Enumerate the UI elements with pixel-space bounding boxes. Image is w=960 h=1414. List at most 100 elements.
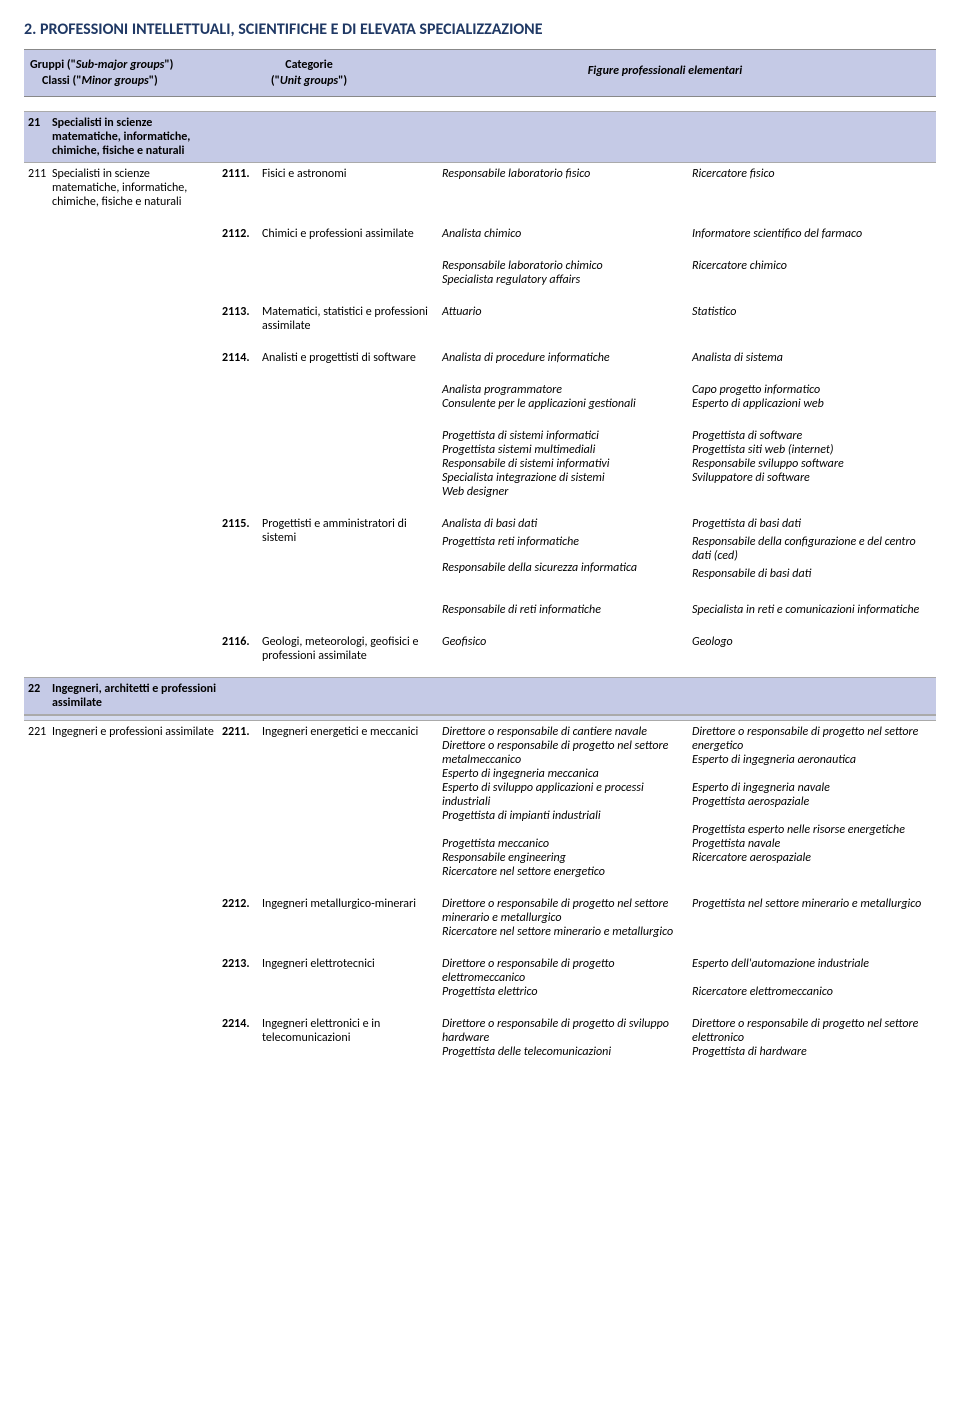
unit-2212-label: Ingegneri metallurgico-minerari	[262, 897, 442, 911]
fig-2111-1: Responsabile laboratorio fisico	[442, 167, 692, 181]
fig-2113-1: Attuario	[442, 305, 692, 319]
unit-2113-code: 2113.	[222, 305, 262, 319]
row-2115-b: Responsabile di reti informatiche Specia…	[24, 599, 936, 617]
fig-2211-r4c2: Progettista aerospaziale	[692, 795, 932, 809]
fig-2213-r2c2: Ricercatore elettromeccanico	[692, 985, 932, 999]
minor-211-label: Specialisti in scienze matematiche, info…	[52, 167, 222, 209]
header-groups-2-em: Minor groups	[81, 74, 148, 88]
fig-2214-r2c1: Progettista delle telecomunicazioni	[442, 1045, 682, 1059]
header-cat-2-suffix: ")	[338, 74, 347, 88]
fig-2211-r5c2: Progettista esperto nelle risorse energe…	[692, 823, 932, 837]
fig-2114-r5c1: Progettista sistemi multimediali	[442, 443, 682, 457]
fig-2114-r3c2: Esperto di applicazioni web	[692, 397, 932, 411]
fig-2115-r2c1: Progettista reti informatiche	[442, 535, 682, 549]
header-groups-1-em: Sub-major groups	[76, 58, 164, 72]
fig-2114-r4c2: Progettista di software	[692, 429, 932, 443]
header-cat-1: Categorie	[224, 58, 394, 72]
header-groups-1-prefix: Gruppi ("	[30, 58, 76, 72]
fig-2212-r2c1: Ricercatore nel settore minerario e meta…	[442, 925, 682, 939]
fig-2114-r6c1: Responsabile di sistemi informativi	[442, 457, 682, 471]
minor-221-label: Ingegneri e professioni assimilate	[52, 725, 222, 739]
unit-2114-code: 2114.	[222, 351, 262, 365]
fig-2211-r3c1: Esperto di ingegneria meccanica	[442, 767, 682, 781]
unit-2115-label: Progettisti e amministratori di sistemi	[262, 517, 442, 545]
fig-2113-2: Statistico	[692, 305, 936, 319]
fig-2212-r1c1: Direttore o responsabile di progetto nel…	[442, 897, 682, 925]
row-2114: 2114. Analisti e progettisti di software…	[24, 347, 936, 365]
unit-2214-code: 2214.	[222, 1017, 262, 1031]
row-2111: 211 Specialisti in scienze matematiche, …	[24, 163, 936, 209]
header-groups-2-prefix: Classi ("	[42, 74, 81, 88]
fig-2213-r1c2: Esperto dell'automazione industriale	[692, 957, 932, 971]
fig-2114-r5c2: Progettista siti web (internet)	[692, 443, 932, 457]
fig-2111-2: Ricercatore fisico	[692, 167, 936, 181]
fig-2211-r2c2: Esperto di ingegneria aeronautica	[692, 753, 932, 767]
minor-221-code: 221	[24, 725, 52, 739]
unit-2115-code: 2115.	[222, 517, 262, 531]
fig-2211-r7c2: Ricercatore aerospaziale	[692, 851, 932, 865]
fig-2114-r1c1: Analista di procedure informatiche	[442, 351, 692, 365]
fig-2211-r1c1: Direttore o responsabile di cantiere nav…	[442, 725, 682, 739]
submajor-22-code: 22	[24, 682, 52, 710]
submajor-21-band: 21 Specialisti in scienze matematiche, i…	[24, 111, 936, 163]
fig-2214-r1c2: Direttore o responsabile di progetto nel…	[692, 1017, 932, 1045]
row-2113: 2113. Matematici, statistici e professio…	[24, 301, 936, 333]
fig-2112-r1c2: Informatore scientifico del farmaco	[692, 227, 936, 241]
minor-211-code: 211	[24, 167, 52, 181]
submajor-21-label: Specialisti in scienze matematiche, info…	[52, 116, 222, 158]
fig-2211-r3c2: Esperto di ingegneria navale	[692, 781, 932, 795]
fig-2114-r7c1: Specialista integrazione di sistemi	[442, 471, 682, 485]
fig-2211-r1c2: Direttore o responsabile di progetto nel…	[692, 725, 932, 753]
fig-2213-r2c1: Progettista elettrico	[442, 985, 682, 999]
unit-2116-label: Geologi, meteorologi, geofisici e profes…	[262, 635, 442, 663]
fig-2116-1: Geofisico	[442, 635, 692, 649]
fig-2115-r4c1: Responsabile di reti informatiche	[442, 603, 692, 617]
fig-2114-r2c1: Analista programmatore	[442, 383, 682, 397]
row-2114-c: Progettista di sistemi informatici Proge…	[24, 425, 936, 499]
header-groups: Gruppi ("Sub-major groups") Classi ("Min…	[24, 56, 224, 90]
fig-2114-r7c2: Sviluppatore di software	[692, 471, 932, 485]
fig-2211-r7c1: Responsabile engineering	[442, 851, 682, 865]
unit-2116-code: 2116.	[222, 635, 262, 649]
row-2211: 221 Ingegneri e professioni assimilate 2…	[24, 721, 936, 879]
unit-2211-code: 2211.	[222, 725, 262, 739]
unit-2112-label: Chimici e professioni assimilate	[262, 227, 442, 241]
unit-2112-code: 2112.	[222, 227, 262, 241]
fig-2212-r1c2: Progettista nel settore minerario e meta…	[692, 897, 936, 911]
unit-2114-label: Analisti e progettisti di software	[262, 351, 442, 365]
fig-2214-r1c1: Direttore o responsabile di progetto di …	[442, 1017, 682, 1045]
column-header-band: Gruppi ("Sub-major groups ") Classi ("Min…	[24, 49, 936, 97]
unit-2214-label: Ingegneri elettronici e in telecomunicaz…	[262, 1017, 442, 1045]
fig-2115-r1c2: Progettista di basi dati	[692, 517, 932, 531]
unit-2211-label: Ingegneri energetici e meccanici	[262, 725, 442, 739]
row-2212: 2212. Ingegneri metallurgico-minerari Di…	[24, 893, 936, 939]
fig-2211-r5c1: Progettista di impianti industriali	[442, 809, 682, 823]
fig-2114-r4c1: Progettista di sistemi informatici	[442, 429, 682, 443]
fig-2115-r4c2: Specialista in reti e comunicazioni info…	[692, 603, 936, 617]
fig-2115-r3c1: Responsabile della sicurezza informatica	[442, 561, 682, 575]
unit-2111-label: Fisici e astronomi	[262, 167, 442, 181]
fig-2114-r2c2: Capo progetto informatico	[692, 383, 932, 397]
unit-2113-label: Matematici, statistici e professioni ass…	[262, 305, 442, 333]
row-2214: 2214. Ingegneri elettronici e in telecom…	[24, 1013, 936, 1059]
fig-2213-r1c1: Direttore o responsabile di progetto ele…	[442, 957, 682, 985]
fig-2114-r3c1: Consulente per le applicazioni gestional…	[442, 397, 682, 411]
fig-2211-r6c2: Progettista navale	[692, 837, 932, 851]
fig-2112-r2c1: Responsabile laboratorio chimico	[442, 259, 682, 273]
header-figures: Figure professionali elementari	[394, 56, 936, 90]
unit-2213-code: 2213.	[222, 957, 262, 971]
fig-2211-r8c1: Ricercatore nel settore energetico	[442, 865, 682, 879]
fig-2211-r4c1: Esperto di sviluppo applicazioni e proce…	[442, 781, 682, 809]
fig-2114-r6c2: Responsabile sviluppo software	[692, 457, 932, 471]
page-title: 2. PROFESSIONI INTELLETTUALI, SCIENTIFIC…	[24, 20, 936, 39]
submajor-22-band: 22 Ingegneri, architetti e professioni a…	[24, 677, 936, 715]
row-2213: 2213. Ingegneri elettrotecnici Direttore…	[24, 953, 936, 999]
header-cat-2-prefix: ("	[271, 74, 280, 88]
fig-2112-r2c2: Ricercatore chimico	[692, 259, 936, 273]
fig-2112-r3c1: Specialista regulatory affairs	[442, 273, 682, 287]
fig-2114-r8c1: Web designer	[442, 485, 682, 499]
fig-2115-r1c1: Analista di basi dati	[442, 517, 682, 531]
row-2112: 2112. Chimici e professioni assimilate A…	[24, 223, 936, 241]
fig-2115-r2c2: Responsabile della configurazione e del …	[692, 535, 932, 563]
unit-2212-code: 2212.	[222, 897, 262, 911]
